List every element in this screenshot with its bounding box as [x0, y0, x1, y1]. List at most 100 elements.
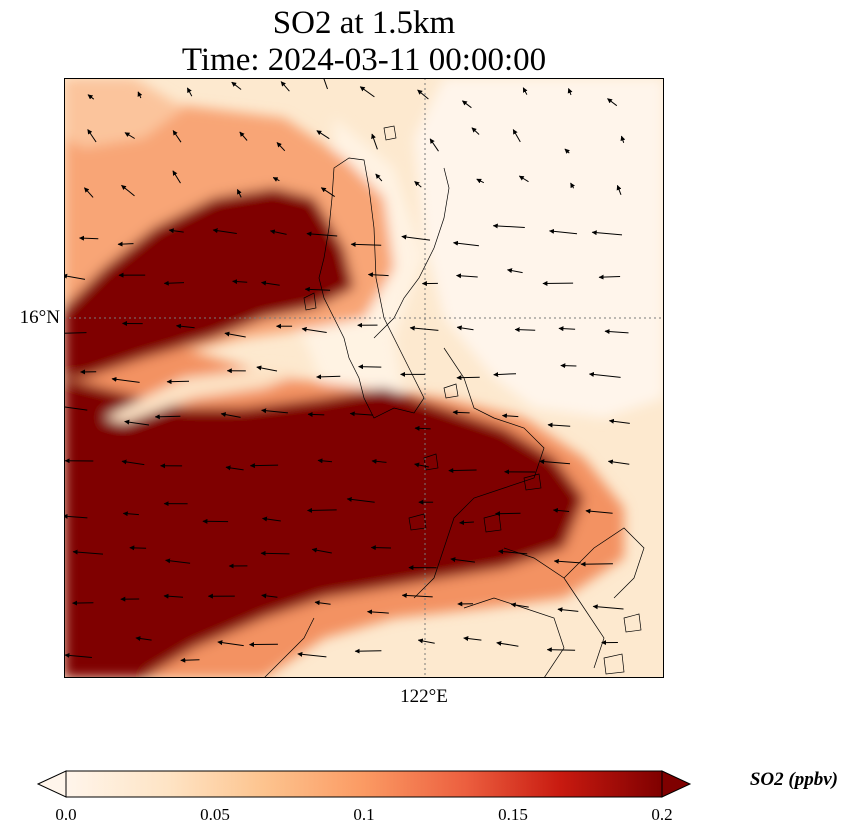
colorbar-tick-0: 0.0 — [55, 805, 77, 824]
wind-vector-arrow — [307, 411, 325, 417]
wind-vector-arrow — [111, 376, 140, 383]
wind-vector-arrow — [166, 379, 190, 385]
wind-vector-arrow — [231, 81, 242, 90]
wind-vector-arrow — [463, 636, 482, 642]
wind-vector-arrow — [553, 558, 581, 564]
wind-vector-arrow — [224, 331, 246, 338]
wind-vector-arrow — [79, 235, 99, 241]
wind-vector-arrow — [507, 268, 523, 274]
wind-vector-arrow — [557, 607, 579, 613]
wind-vector-arrow — [307, 507, 337, 513]
so2-map — [64, 78, 664, 678]
wind-vector-arrow — [539, 459, 571, 465]
wind-vector-arrow — [552, 507, 570, 513]
wind-vector-arrow — [137, 91, 143, 99]
wind-vector-arrow — [87, 94, 95, 100]
wind-vector-arrow — [359, 86, 375, 98]
wind-vector-arrow — [172, 130, 182, 143]
wind-vector-arrow — [367, 272, 389, 278]
wind-vector-arrow — [429, 138, 439, 152]
wind-vector-arrow — [371, 458, 387, 464]
wind-vector-arrow — [498, 549, 528, 555]
wind-vector-arrow — [514, 327, 536, 333]
wind-vector-arrow — [349, 411, 374, 417]
wind-vector-arrow — [314, 600, 331, 606]
wind-vector-arrow — [87, 129, 97, 143]
wind-vector-arrow — [261, 593, 278, 599]
wind-vector-arrow — [261, 280, 280, 286]
wind-vector-arrow — [585, 508, 613, 514]
wind-vector-arrow — [512, 129, 521, 143]
wind-vector-arrow — [564, 148, 570, 154]
wind-vector-arrow — [350, 241, 382, 247]
wind-vector-arrow — [280, 81, 290, 92]
wind-vector-arrow — [496, 640, 519, 647]
wind-vector-arrow — [124, 132, 135, 139]
wind-vector-arrow — [607, 98, 618, 107]
wind-vector-arrow — [476, 178, 485, 184]
wind-vector-arrow — [567, 88, 573, 96]
wind-vector-arrow — [452, 409, 470, 415]
wind-vector-arrow — [121, 459, 145, 466]
wind-vector-arrow — [269, 229, 287, 235]
wind-vector-arrow — [453, 240, 479, 247]
wind-vector-arrow — [261, 408, 288, 414]
wind-vector-arrow — [456, 273, 478, 279]
wind-vector-arrow — [409, 325, 439, 331]
colorbar-gradient — [66, 771, 662, 797]
wind-vector-arrow — [591, 230, 623, 236]
colorbar-tick-3: 0.15 — [498, 805, 528, 824]
wind-vector-arrow — [117, 241, 134, 247]
wind-vector-arrow — [492, 223, 525, 229]
wind-vector-arrow — [232, 279, 248, 285]
wind-vector-arrow — [588, 372, 621, 378]
colorbar-tick-2: 0.1 — [353, 805, 375, 824]
wind-vector-arrow — [323, 78, 328, 90]
colorbar-tick-4: 0.2 — [651, 805, 673, 824]
wind-vector-arrow — [354, 648, 382, 654]
wind-vector-arrow — [370, 545, 392, 551]
wind-vector-arrow — [456, 375, 480, 381]
wind-vector-arrow — [297, 651, 327, 658]
wind-vector-arrow — [616, 184, 622, 195]
wind-vector-arrow — [462, 100, 472, 109]
wind-vector-arrow — [220, 412, 241, 418]
wind-vector-arrow — [304, 286, 331, 292]
wind-vector-arrow — [262, 516, 281, 522]
wind-vector-arrow — [124, 419, 150, 426]
wind-vector-arrow — [546, 647, 576, 653]
map-timestamp: Time: 2024-03-11 00:00:00 — [181, 42, 547, 78]
wind-vector-arrow — [121, 184, 135, 197]
wind-vector-arrow — [417, 638, 435, 644]
wind-vector-arrow — [448, 468, 477, 474]
wind-vector-arrow — [522, 87, 528, 95]
wind-vector-arrow — [249, 463, 279, 469]
wind-vector-arrow — [217, 640, 244, 647]
wind-vector-arrow — [311, 547, 332, 554]
wind-vector-arrow — [176, 323, 195, 329]
wind-vector-arrow — [598, 274, 621, 280]
wind-vector-arrow — [163, 593, 184, 599]
wind-vector-arrow — [459, 520, 474, 526]
wind-vector-arrow — [607, 459, 630, 465]
wind-vector-arrow — [358, 364, 382, 370]
wind-vector-arrow — [320, 187, 335, 198]
so2-field — [64, 78, 664, 678]
colorbar-min-extend — [36, 770, 67, 798]
wind-vector-arrow — [64, 332, 87, 334]
colorbar — [36, 770, 692, 798]
wind-vector-arrow — [316, 374, 341, 380]
wind-vector-arrow — [518, 175, 529, 183]
longitude-label: 122°E — [400, 686, 448, 707]
wind-vector-arrow — [316, 130, 330, 140]
wind-vector-arrow — [604, 329, 629, 335]
wind-vector-arrow — [186, 87, 193, 97]
wind-vector-arrow — [256, 365, 278, 372]
wind-vector-arrow — [180, 657, 200, 663]
wind-vector-arrow — [401, 234, 431, 241]
wind-vector-arrow — [547, 422, 571, 428]
wind-vector-arrow — [493, 372, 517, 377]
wind-vector-arrow — [239, 131, 248, 141]
wind-vector-arrow — [375, 173, 383, 182]
wind-vector-arrow — [549, 228, 578, 235]
